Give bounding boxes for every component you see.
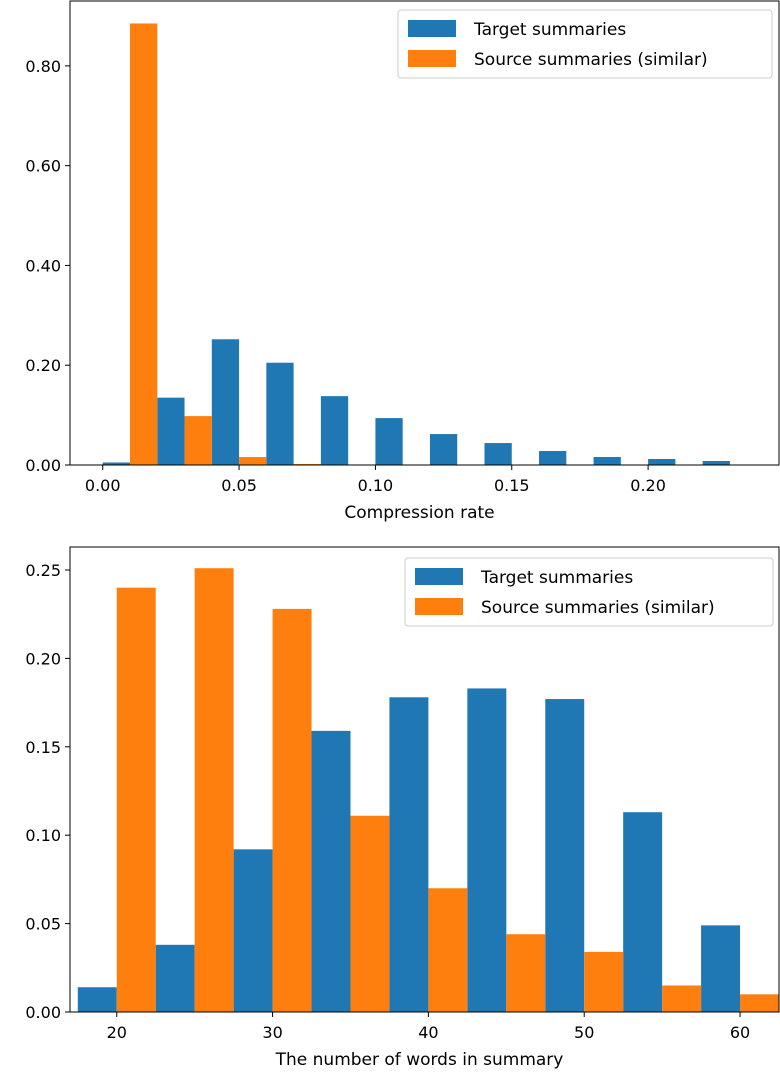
bar-source-0 — [116, 587, 156, 1012]
bar-source-2 — [272, 608, 312, 1012]
bar-target-4 — [320, 396, 349, 465]
x-tick-label: 0.00 — [85, 476, 121, 495]
y-tick-label: 0.00 — [25, 1003, 61, 1022]
legend: Target summaries Source summaries (simila… — [397, 9, 773, 79]
x-tick-label: 0.20 — [630, 476, 666, 495]
bar-target-1 — [155, 944, 195, 1012]
bar-target-10 — [648, 459, 676, 465]
y-tick-label: 0.80 — [25, 57, 61, 76]
legend-swatch-source — [415, 598, 463, 615]
bar-target-2 — [233, 849, 273, 1012]
bar-source-0 — [129, 23, 158, 465]
legend-swatch-target — [408, 20, 456, 37]
x-tick-label: 40 — [418, 1023, 438, 1042]
bar-source-4 — [428, 888, 468, 1012]
bar-target-8 — [701, 925, 741, 1012]
bar-target-5 — [467, 688, 507, 1012]
axes-frame — [69, 546, 780, 1013]
y-tick-label: 0.20 — [25, 649, 61, 668]
x-tick-label: 0.05 — [221, 476, 257, 495]
y-tick-label: 0.00 — [25, 456, 61, 475]
x-tick-label: 0.15 — [494, 476, 530, 495]
x-tick-label: 60 — [730, 1023, 750, 1042]
x-tick-label: 20 — [107, 1023, 127, 1042]
y-tick-label: 0.15 — [25, 738, 61, 757]
bar-target-11 — [702, 461, 730, 465]
legend-swatch-source — [408, 50, 456, 67]
bar-source-8 — [740, 994, 779, 1012]
x-axis-title: Compression rate — [344, 503, 494, 523]
bar-target-4 — [389, 697, 429, 1012]
bar-target-5 — [375, 418, 403, 465]
bar-source-2 — [239, 457, 267, 465]
legend-label-target: Target summaries — [480, 568, 633, 588]
bar-target-7 — [623, 812, 663, 1012]
bar-target-0 — [102, 462, 130, 465]
y-tick-label: 0.60 — [25, 157, 61, 176]
bar-source-1 — [194, 568, 234, 1012]
bar-source-7 — [662, 985, 702, 1012]
bar-target-3 — [266, 362, 294, 465]
x-axis-title: The number of words in summary — [275, 1050, 564, 1070]
y-tick-label: 0.10 — [25, 826, 61, 845]
bar-target-6 — [429, 434, 458, 465]
chart-word-count: 20 30 40 50 60 0.00 0.05 0.10 0.15 0.20 0.25 The nu… — [25, 546, 780, 1070]
legend-label-source: Source summaries (similar) — [481, 598, 715, 618]
y-tick-label: 0.05 — [25, 915, 61, 934]
bar-source-1 — [184, 416, 212, 465]
bar-target-1 — [157, 397, 185, 465]
legend-swatch-target — [415, 568, 463, 585]
x-tick-label: 30 — [262, 1023, 282, 1042]
bar-source-6 — [584, 951, 624, 1012]
bar-source-3 — [350, 815, 390, 1012]
bar-target-7 — [484, 443, 512, 465]
y-tick-label: 0.25 — [25, 561, 61, 580]
axes-frame — [69, 0, 780, 466]
legend-box — [397, 9, 773, 79]
bar-target-0 — [77, 987, 117, 1012]
bar-target-9 — [593, 457, 621, 465]
bar-source-5 — [506, 934, 546, 1012]
y-tick-label: 0.40 — [25, 256, 61, 275]
legend: Target summaries Source summaries (simila… — [404, 557, 774, 627]
legend-label-source: Source summaries (similar) — [474, 50, 708, 70]
x-tick-label: 0.10 — [358, 476, 394, 495]
y-tick-label: 0.20 — [25, 356, 61, 375]
x-tick-label: 50 — [574, 1023, 594, 1042]
chart-compression-rate: 0.00 0.05 0.10 0.15 0.20 0.00 0.20 0.40 0.60 0.80… — [25, 0, 780, 523]
legend-box — [404, 557, 774, 627]
bar-target-6 — [545, 699, 585, 1012]
bar-target-3 — [311, 730, 351, 1012]
bar-target-8 — [539, 451, 567, 465]
bar-target-2 — [211, 339, 240, 465]
legend-label-target: Target summaries — [473, 20, 626, 40]
